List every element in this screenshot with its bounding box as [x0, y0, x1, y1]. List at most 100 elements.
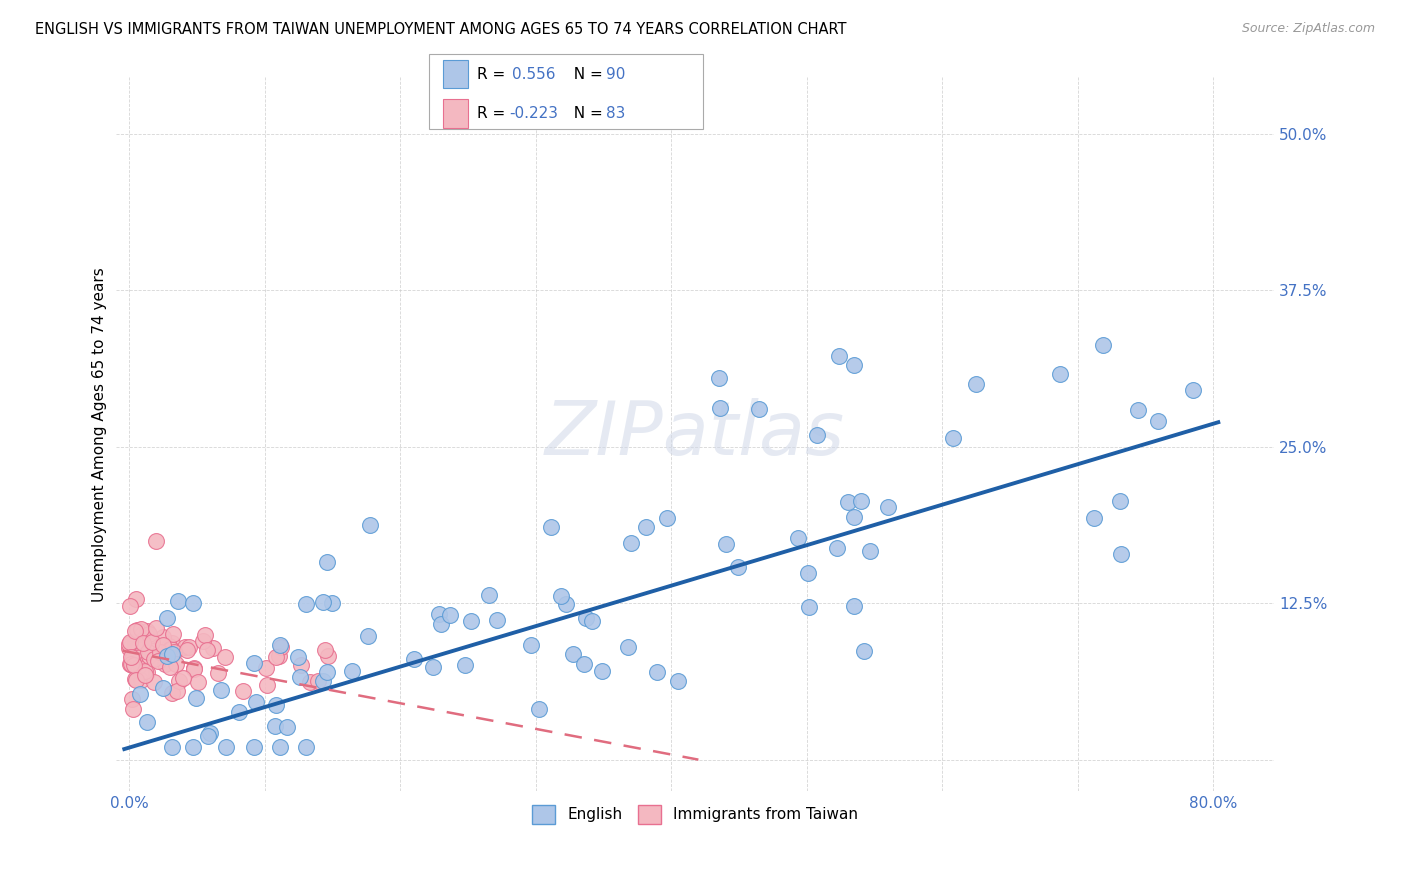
- Point: [118, 640, 141, 655]
- Point: [202, 640, 225, 655]
- Point: [156, 648, 179, 663]
- Point: [422, 660, 444, 674]
- Point: [207, 665, 229, 680]
- Point: [312, 674, 335, 689]
- Point: [120, 649, 142, 664]
- Point: [174, 640, 197, 654]
- Point: [179, 640, 201, 654]
- Point: [1092, 338, 1115, 352]
- Point: [439, 608, 461, 623]
- Point: [214, 649, 236, 664]
- Point: [132, 636, 155, 650]
- Point: [1109, 494, 1132, 508]
- Point: [149, 645, 172, 659]
- Point: [160, 635, 183, 649]
- Point: [167, 673, 190, 688]
- Point: [295, 597, 318, 611]
- Point: [242, 740, 264, 755]
- Text: 83: 83: [606, 106, 626, 120]
- Point: [124, 624, 146, 638]
- Point: [118, 637, 141, 651]
- Text: N =: N =: [564, 67, 607, 81]
- Point: [1109, 547, 1132, 561]
- Point: [1083, 511, 1105, 525]
- Point: [806, 428, 828, 442]
- Point: [124, 638, 146, 652]
- Point: [269, 740, 291, 755]
- Point: [122, 658, 145, 673]
- Point: [159, 642, 181, 657]
- Point: [748, 402, 770, 417]
- Point: [136, 624, 159, 639]
- Point: [129, 622, 152, 636]
- Point: [162, 626, 184, 640]
- Point: [152, 630, 174, 644]
- Point: [454, 658, 477, 673]
- Point: [125, 635, 148, 649]
- Text: 0.556: 0.556: [512, 67, 555, 81]
- Legend: English, Immigrants from Taiwan: English, Immigrants from Taiwan: [526, 799, 863, 830]
- Point: [787, 532, 810, 546]
- Point: [195, 642, 218, 657]
- Point: [616, 640, 638, 654]
- Point: [825, 541, 848, 556]
- Point: [184, 690, 207, 705]
- Point: [186, 674, 208, 689]
- Point: [267, 648, 290, 663]
- Point: [138, 627, 160, 641]
- Point: [876, 500, 898, 515]
- Point: [129, 673, 152, 687]
- Point: [842, 510, 865, 524]
- Point: [129, 687, 152, 701]
- Point: [402, 652, 425, 666]
- Point: [797, 599, 820, 614]
- Point: [430, 616, 453, 631]
- Point: [342, 665, 364, 679]
- Point: [121, 652, 143, 666]
- Point: [152, 681, 174, 695]
- Point: [941, 431, 963, 445]
- Point: [572, 657, 595, 672]
- Point: [276, 720, 298, 734]
- Point: [160, 740, 183, 755]
- Point: [1182, 384, 1205, 398]
- Point: [121, 691, 143, 706]
- Point: [145, 533, 167, 548]
- Point: [266, 698, 288, 712]
- Point: [143, 675, 166, 690]
- Point: [796, 566, 818, 580]
- Point: [183, 661, 205, 675]
- Point: [131, 665, 153, 679]
- Point: [527, 702, 550, 716]
- Point: [254, 661, 277, 675]
- Point: [315, 554, 337, 568]
- Point: [727, 559, 749, 574]
- Text: 90: 90: [606, 67, 626, 81]
- Point: [853, 643, 876, 657]
- Point: [1128, 402, 1150, 417]
- Point: [232, 683, 254, 698]
- Point: [550, 589, 572, 603]
- Point: [157, 648, 180, 663]
- Text: Source: ZipAtlas.com: Source: ZipAtlas.com: [1241, 22, 1375, 36]
- Point: [859, 544, 882, 558]
- Point: [591, 665, 613, 679]
- Point: [359, 518, 381, 533]
- Point: [1146, 414, 1168, 428]
- Point: [131, 627, 153, 641]
- Text: R =: R =: [477, 67, 510, 81]
- Y-axis label: Unemployment Among Ages 65 to 74 years: Unemployment Among Ages 65 to 74 years: [93, 267, 107, 601]
- Point: [138, 643, 160, 657]
- Text: ZIPatlas: ZIPatlas: [546, 398, 845, 470]
- Point: [141, 635, 163, 649]
- Point: [162, 645, 184, 659]
- Point: [666, 673, 689, 688]
- Point: [316, 648, 339, 663]
- Point: [266, 649, 288, 664]
- Point: [540, 519, 562, 533]
- Point: [125, 592, 148, 607]
- Point: [321, 596, 343, 610]
- Point: [714, 537, 737, 551]
- Point: [645, 665, 668, 680]
- Point: [136, 714, 159, 729]
